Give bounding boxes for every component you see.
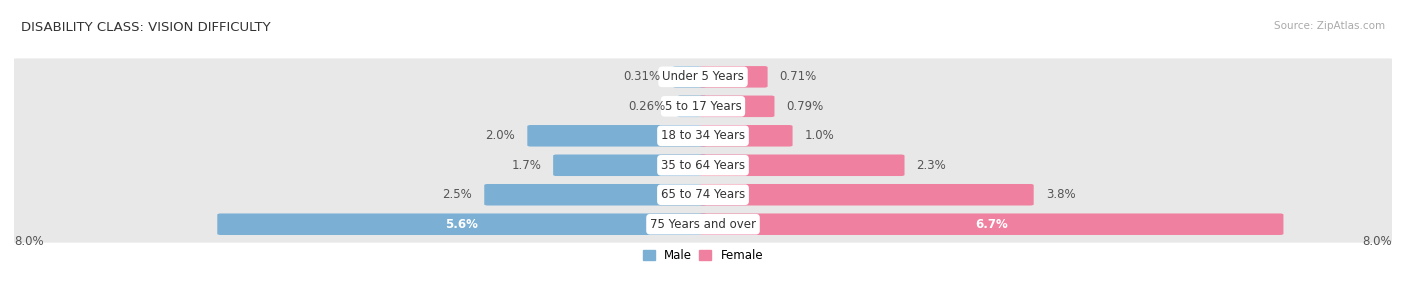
Text: 18 to 34 Years: 18 to 34 Years [661, 129, 745, 142]
FancyBboxPatch shape [700, 184, 1033, 206]
Text: Source: ZipAtlas.com: Source: ZipAtlas.com [1274, 21, 1385, 31]
FancyBboxPatch shape [673, 66, 706, 88]
Text: 35 to 64 Years: 35 to 64 Years [661, 159, 745, 172]
Text: 1.0%: 1.0% [804, 129, 834, 142]
FancyBboxPatch shape [700, 95, 775, 117]
FancyBboxPatch shape [8, 147, 1398, 184]
FancyBboxPatch shape [8, 176, 1398, 213]
FancyBboxPatch shape [8, 58, 1398, 95]
Text: 5 to 17 Years: 5 to 17 Years [665, 100, 741, 113]
FancyBboxPatch shape [484, 184, 706, 206]
Text: 0.71%: 0.71% [780, 70, 817, 83]
Text: 65 to 74 Years: 65 to 74 Years [661, 188, 745, 201]
Text: 75 Years and over: 75 Years and over [650, 218, 756, 231]
Text: Under 5 Years: Under 5 Years [662, 70, 744, 83]
FancyBboxPatch shape [8, 206, 1398, 243]
FancyBboxPatch shape [700, 66, 768, 88]
Text: 2.3%: 2.3% [917, 159, 946, 172]
Text: 8.0%: 8.0% [14, 235, 44, 248]
Text: DISABILITY CLASS: VISION DIFFICULTY: DISABILITY CLASS: VISION DIFFICULTY [21, 21, 271, 34]
Text: 5.6%: 5.6% [446, 218, 478, 231]
Text: 0.79%: 0.79% [786, 100, 824, 113]
FancyBboxPatch shape [8, 117, 1398, 154]
Text: 8.0%: 8.0% [1362, 235, 1392, 248]
FancyBboxPatch shape [8, 88, 1398, 125]
FancyBboxPatch shape [678, 95, 706, 117]
FancyBboxPatch shape [527, 125, 706, 147]
Text: 2.0%: 2.0% [485, 129, 515, 142]
Text: 2.5%: 2.5% [443, 188, 472, 201]
Text: 6.7%: 6.7% [976, 218, 1008, 231]
Text: 0.26%: 0.26% [628, 100, 665, 113]
FancyBboxPatch shape [700, 213, 1284, 235]
Text: 0.31%: 0.31% [624, 70, 661, 83]
Text: 1.7%: 1.7% [512, 159, 541, 172]
FancyBboxPatch shape [700, 125, 793, 147]
Text: 3.8%: 3.8% [1046, 188, 1076, 201]
FancyBboxPatch shape [553, 154, 706, 176]
FancyBboxPatch shape [700, 154, 904, 176]
Legend: Male, Female: Male, Female [638, 244, 768, 267]
FancyBboxPatch shape [218, 213, 706, 235]
